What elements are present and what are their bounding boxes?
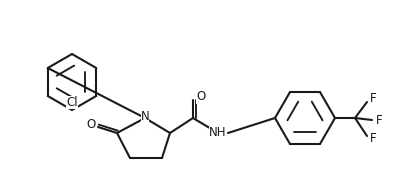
Text: N: N [141,111,149,124]
Text: F: F [370,93,376,106]
Text: Cl: Cl [66,95,78,108]
Text: F: F [370,133,376,146]
Text: NH: NH [209,126,227,139]
Text: O: O [196,90,206,104]
Text: O: O [86,118,96,131]
Text: F: F [376,113,382,126]
